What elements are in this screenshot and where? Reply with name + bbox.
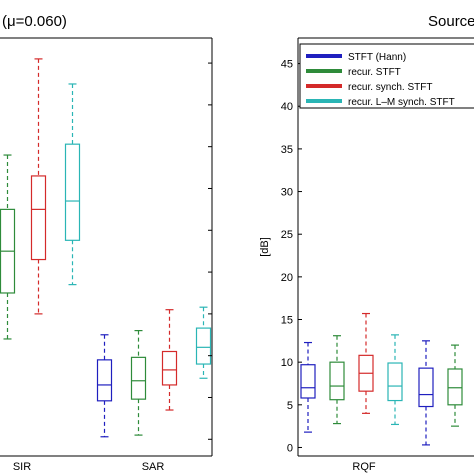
box-sar-series-3 — [195, 306, 212, 379]
box-sar-series-2 — [161, 309, 178, 411]
legend: STFT (Hann) recur. STFT recur. synch. STFT… — [299, 43, 474, 109]
box-group1-series-1 — [447, 344, 463, 427]
y-tick-label: 35 — [281, 144, 293, 156]
iqr-box — [96, 359, 113, 402]
right-panel-title: Source — [428, 13, 474, 30]
iqr-box — [300, 364, 316, 399]
y-tick-label: 10 — [281, 357, 293, 369]
x-tick-label: RQF — [352, 461, 376, 473]
y-tick-label: 25 — [281, 229, 293, 241]
y-tick-label: 30 — [281, 187, 293, 199]
y-tick-label: 45 — [281, 59, 293, 71]
right-y-axis-label: [dB] — [259, 237, 271, 257]
box-sir-series-2 — [30, 58, 47, 315]
iqr-box — [418, 367, 434, 408]
iqr-box — [161, 350, 178, 386]
iqr-box — [329, 361, 345, 401]
iqr-box — [387, 362, 403, 402]
box-sar-series-0 — [96, 334, 113, 438]
left-panel-title: (μ=0.060) — [2, 13, 67, 30]
y-tick-label: 0 — [287, 442, 293, 454]
box-sir-series-3 — [64, 83, 81, 286]
legend-entry: recur. STFT — [348, 67, 401, 78]
legend-entry: STFT (Hann) — [348, 52, 406, 63]
y-tick-label: 20 — [281, 272, 293, 284]
legend-entry: recur. synch. STFT — [348, 82, 432, 93]
y-tick-label: 40 — [281, 101, 293, 113]
legend-entry: recur. L–M synch. STFT — [348, 97, 455, 108]
y-tick-label: 5 — [287, 400, 293, 412]
box-rqf-series-0 — [300, 341, 316, 433]
x-tick-label: SIR — [13, 461, 31, 473]
box-rqf-series-1 — [329, 335, 345, 425]
box-sar-series-1 — [130, 330, 147, 436]
box-sir-series-1 — [0, 154, 16, 340]
iqr-box — [30, 175, 47, 261]
box-group1-series-0 — [418, 340, 434, 446]
right-panel: Source [dB] 0 5 10 15 20 25 30 35 40 45 RQF STFT (… — [259, 13, 474, 473]
left-panel: (μ=0.060) SIR SAR — [0, 13, 213, 473]
box-rqf-series-2 — [358, 312, 374, 414]
iqr-box — [130, 356, 147, 400]
iqr-box — [64, 143, 81, 241]
y-tick-label: 15 — [281, 315, 293, 327]
box-rqf-series-3 — [387, 334, 403, 426]
iqr-box — [447, 368, 463, 406]
x-tick-label: SAR — [142, 461, 165, 473]
iqr-box — [195, 327, 212, 365]
